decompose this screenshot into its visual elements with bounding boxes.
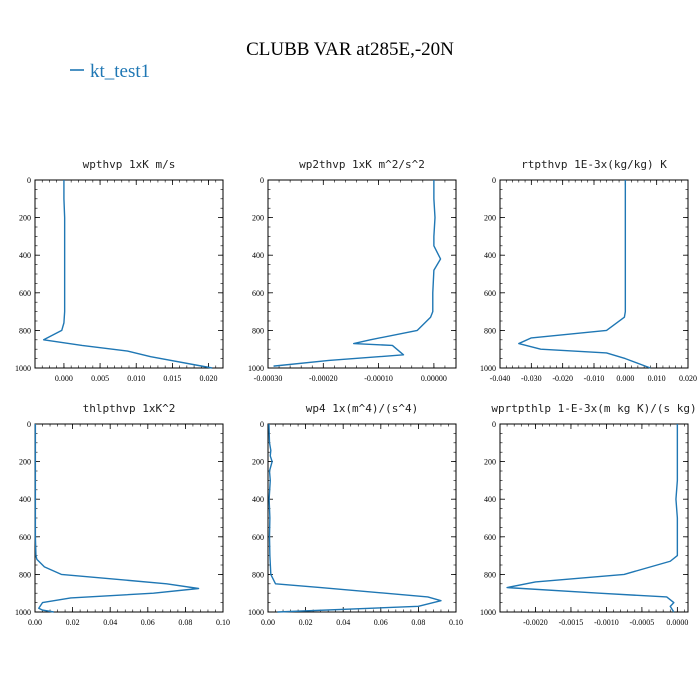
y-tick-label: 0 <box>260 420 264 429</box>
y-tick-label: 0 <box>492 420 496 429</box>
x-tick-label: -0.00030 <box>254 374 283 383</box>
x-tick-label: 0.00 <box>261 618 275 627</box>
x-tick-label: -0.030 <box>521 374 542 383</box>
y-tick-label: 1000 <box>248 608 264 617</box>
y-tick-label: 1000 <box>480 364 496 373</box>
y-tick-label: 200 <box>19 214 31 223</box>
x-tick-label: 0.06 <box>374 618 388 627</box>
plot-frame <box>34 423 224 613</box>
x-tick-label: 0.02 <box>66 618 80 627</box>
plot-frame <box>34 179 224 369</box>
y-tick-label: 600 <box>484 289 496 298</box>
x-tick-label: -0.020 <box>552 374 573 383</box>
x-tick-label: 0.020 <box>200 374 218 383</box>
chart-panel-5: wp4 1x(m^4)/(s^4) 0.00 0.02 0.04 0.06 0.08 0.1… <box>248 402 463 627</box>
x-tick-label: -0.0015 <box>559 618 584 627</box>
x-tick-label: -0.040 <box>490 374 511 383</box>
chart-panel-1: wpthvp 1xK m/s 0.000 0.005 0.010 0.015 0.020 0… <box>15 158 224 383</box>
x-tick-label: -0.00010 <box>364 374 393 383</box>
panel-title: thlpthvp 1xK^2 <box>83 402 176 415</box>
panels: wpthvp 1xK m/s0.000 0.005 0.010 0.015 0.0200… <box>15 158 697 627</box>
y-tick-label: 1000 <box>480 608 496 617</box>
x-tick-label: 0.10 <box>216 618 230 627</box>
chart-panel-3: rtpthvp 1E-3x(kg/kg) K -0.040 -0.030 -0.020… <box>480 158 697 383</box>
y-tick-label: 0 <box>260 176 264 185</box>
panel-title: wpthvp 1xK m/s <box>83 158 176 171</box>
x-tick-label: 0.08 <box>411 618 425 627</box>
y-tick-label: 400 <box>19 251 31 260</box>
x-tick-label: -0.00020 <box>309 374 338 383</box>
x-tick-label: 0.020 <box>679 374 697 383</box>
x-tick-label: 0.08 <box>178 618 192 627</box>
series-line <box>518 180 651 369</box>
series-line <box>268 423 442 613</box>
x-tick-label: -0.010 <box>584 374 605 383</box>
x-tick-label: 0.010 <box>648 374 666 383</box>
x-tick-label: 0.00 <box>28 618 42 627</box>
y-tick-label: 1000 <box>15 608 31 617</box>
y-tick-label: 1000 <box>248 364 264 373</box>
x-tick-label: 0.015 <box>163 374 181 383</box>
y-tick-label: 600 <box>19 289 31 298</box>
y-tick-label: 200 <box>252 214 264 223</box>
y-tick-label: 800 <box>19 326 31 335</box>
y-tick-label: 400 <box>252 495 264 504</box>
y-tick-label: 400 <box>19 495 31 504</box>
x-tick-label: -0.0005 <box>630 618 655 627</box>
panel-title: rtpthvp 1E-3x(kg/kg) K <box>521 158 667 171</box>
panel-title: wprtpthlp 1-E-3x(m kg K)/(s kg) <box>491 402 696 415</box>
y-tick-label: 400 <box>484 251 496 260</box>
series-line <box>273 180 442 367</box>
y-tick-label: 200 <box>484 214 496 223</box>
y-tick-label: 200 <box>252 458 264 467</box>
y-tick-label: 600 <box>252 533 264 542</box>
y-tick-label: 200 <box>19 458 31 467</box>
x-tick-label: 0.04 <box>103 618 117 627</box>
y-tick-label: 0 <box>27 176 31 185</box>
x-tick-label: 0.10 <box>449 618 463 627</box>
y-tick-label: 800 <box>484 326 496 335</box>
chart-panel-6: wprtpthlp 1-E-3x(m kg K)/(s kg) -0.0020 -0… <box>480 402 697 627</box>
figure-title: CLUBB VAR at285E,-20N <box>246 39 454 60</box>
y-tick-label: 0 <box>492 176 496 185</box>
y-tick-label: 600 <box>252 289 264 298</box>
x-tick-label: 0.06 <box>141 618 155 627</box>
y-tick-label: 400 <box>252 251 264 260</box>
x-tick-label: 0.0000 <box>666 618 688 627</box>
series-line <box>34 424 200 613</box>
x-tick-label: -0.0010 <box>594 618 619 627</box>
y-tick-label: 800 <box>19 570 31 579</box>
x-tick-label: 0.00000 <box>421 374 447 383</box>
legend-label: kt_test1 <box>90 61 150 82</box>
x-tick-label: 0.000 <box>55 374 73 383</box>
series-line <box>42 180 213 369</box>
y-tick-label: 400 <box>484 495 496 504</box>
legend: kt_test1 <box>70 61 150 82</box>
x-tick-label: 0.02 <box>299 618 313 627</box>
series-line <box>506 424 679 613</box>
x-tick-label: 0.04 <box>336 618 350 627</box>
panel-title: wp4 1x(m^4)/(s^4) <box>306 402 419 415</box>
plot-frame <box>267 179 457 369</box>
y-tick-label: 800 <box>252 326 264 335</box>
x-tick-label: 0.005 <box>91 374 109 383</box>
chart-panel-2: wp2thvp 1xK m^2/s^2 -0.00030 -0.00020 -0.00… <box>248 158 457 383</box>
plot-frame <box>267 423 457 613</box>
x-tick-label: 0.010 <box>127 374 145 383</box>
chart-panel-4: thlpthvp 1xK^2 0.00 0.02 0.04 0.06 0.08 0.10 0 2… <box>15 402 230 627</box>
panel-title: wp2thvp 1xK m^2/s^2 <box>299 158 425 171</box>
x-tick-label: 0.000 <box>616 374 634 383</box>
x-tick-label: -0.0020 <box>523 618 548 627</box>
y-tick-label: 600 <box>19 533 31 542</box>
y-tick-label: 800 <box>484 570 496 579</box>
y-tick-label: 600 <box>484 533 496 542</box>
y-tick-label: 1000 <box>15 364 31 373</box>
y-tick-label: 0 <box>27 420 31 429</box>
y-tick-label: 200 <box>484 458 496 467</box>
y-tick-label: 800 <box>252 570 264 579</box>
